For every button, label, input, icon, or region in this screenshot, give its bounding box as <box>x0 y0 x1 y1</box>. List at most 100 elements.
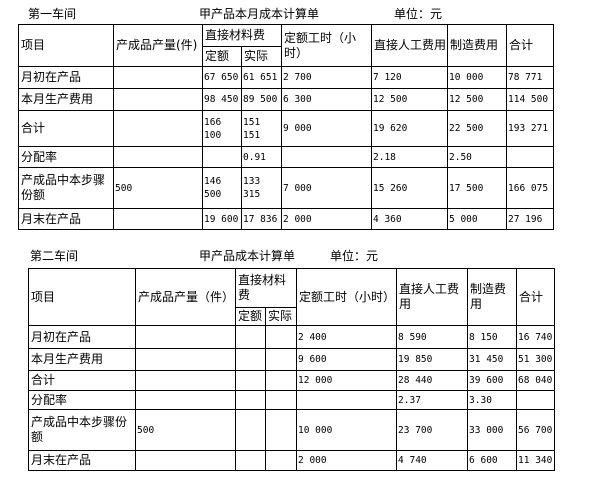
cell-total: 166 075 <box>506 167 554 209</box>
cell-output: 500 <box>113 167 203 209</box>
cell-manufacturing: 12 500 <box>447 88 507 111</box>
row-current-month-costs: 本月生产费用 98 450 89 500 6 300 12 500 12 500… <box>18 88 554 111</box>
cell-item: 分配率 <box>28 390 136 410</box>
cell-output <box>134 450 237 471</box>
cell-output <box>113 110 203 147</box>
row-beginning-wip: 月初在产品 2 400 8 590 8 150 16 740 <box>28 325 556 349</box>
cell-total: 16 740 <box>516 325 556 349</box>
cell-output <box>113 208 203 230</box>
col-header-output: 产成品产量（件） <box>134 268 237 326</box>
cell-output: 500 <box>134 409 237 451</box>
workshop-label-1: 第一车间 <box>28 7 77 21</box>
cell-material-quota <box>235 450 267 471</box>
cell-direct-labor: 8 590 <box>396 325 469 349</box>
row-total: 合计 166 100 151 151 9 000 19 620 22 500 1… <box>18 110 554 147</box>
col-header-manufacturing: 制造费用 <box>467 268 518 326</box>
col-header-item: 项目 <box>28 268 136 326</box>
cell-quota-hours: 6 300 <box>281 88 372 111</box>
cell-total <box>516 390 556 410</box>
col-header-quota-hours: 定额工时（小时） <box>281 24 372 67</box>
row-finished-goods-share: 产成品中本步骤份额 500 10 000 23 700 33 000 56 70… <box>28 409 556 451</box>
cell-material-quota: 67 650 <box>202 66 242 89</box>
cell-material-quota <box>235 348 267 371</box>
unit-label-2: 单位：元 <box>330 249 379 263</box>
cell-total: 51 300 <box>516 348 556 371</box>
cell-item: 产成品中本步骤份额 <box>18 167 114 209</box>
col-header-total: 合计 <box>516 268 556 326</box>
row-ending-wip: 月末在产品 2 000 4 740 6 600 11 340 <box>28 450 556 471</box>
cell-direct-labor: 2.18 <box>371 146 448 168</box>
cell-direct-labor: 15 260 <box>371 167 448 209</box>
cell-direct-labor: 28 440 <box>396 370 469 391</box>
cell-item: 本月生产费用 <box>28 348 136 371</box>
cell-material-actual: 89 500 <box>241 88 282 111</box>
cell-material-quota: 146 500 <box>202 167 242 209</box>
cell-material-actual: 133 315 <box>241 167 282 209</box>
cost-table-workshop-2: 项目 产成品产量（件） 直接材料费 定额工时（小时） 直接人工费用 制造费用 合… <box>28 268 556 471</box>
cell-material-actual <box>265 390 298 410</box>
col-header-direct-material: 直接材料费 <box>235 268 298 308</box>
cell-direct-labor: 4 740 <box>396 450 469 471</box>
cell-direct-labor: 23 700 <box>396 409 469 451</box>
cell-material-actual <box>265 409 298 451</box>
cell-material-quota <box>235 390 267 410</box>
cell-output <box>113 66 203 89</box>
cell-quota-hours: 12 000 <box>296 370 398 391</box>
table-title-1: 甲产品本月成本计算单 <box>199 7 320 21</box>
cell-total: 11 340 <box>516 450 556 471</box>
cell-quota-hours: 2 400 <box>296 325 398 349</box>
cell-direct-labor: 2.37 <box>396 390 469 410</box>
cell-manufacturing: 8 150 <box>467 325 518 349</box>
col-header-quota: 定额 <box>235 307 267 326</box>
cell-material-quota <box>235 325 267 349</box>
cell-direct-labor: 19 850 <box>396 348 469 371</box>
cell-manufacturing: 31 450 <box>467 348 518 371</box>
col-header-quota: 定额 <box>202 46 242 67</box>
cell-manufacturing: 5 000 <box>447 208 507 230</box>
row-beginning-wip: 月初在产品 67 650 61 651 2 700 7 120 10 000 7… <box>18 66 554 89</box>
cell-manufacturing: 22 500 <box>447 110 507 147</box>
cell-total: 68 040 <box>516 370 556 391</box>
cell-output <box>113 88 203 111</box>
cell-material-actual <box>265 370 298 391</box>
row-allocation-rate: 分配率 0.91 2.18 2.50 <box>18 146 554 168</box>
cost-table-workshop-1: 项目 产成品产量(件) 直接材料费 定额工时（小时） 直接人工费用 制造费用 合… <box>18 24 554 230</box>
cell-manufacturing: 3.30 <box>467 390 518 410</box>
cell-output <box>134 325 237 349</box>
cell-manufacturing: 10 000 <box>447 66 507 89</box>
cell-item: 月末在产品 <box>28 450 136 471</box>
cell-material-actual: 61 651 <box>241 66 282 89</box>
cell-quota-hours: 10 000 <box>296 409 398 451</box>
cell-output <box>134 370 237 391</box>
unit-label-1: 单位：元 <box>394 7 443 21</box>
cell-material-actual <box>265 348 298 371</box>
cell-quota-hours: 9 600 <box>296 348 398 371</box>
cell-quota-hours: 2 000 <box>296 450 398 471</box>
cell-item: 产成品中本步骤份额 <box>28 409 136 451</box>
cell-quota-hours <box>281 146 372 168</box>
col-header-direct-labor: 直接人工费用 <box>371 24 448 67</box>
cell-output <box>113 146 203 168</box>
cell-item: 合计 <box>28 370 136 391</box>
col-header-actual: 实际 <box>241 46 282 67</box>
cell-output <box>134 390 237 410</box>
row-current-month-costs: 本月生产费用 9 600 19 850 31 450 51 300 <box>28 348 556 371</box>
col-header-total: 合计 <box>506 24 554 67</box>
header-row: 项目 产成品产量(件) 直接材料费 定额工时（小时） 直接人工费用 制造费用 合… <box>18 24 554 67</box>
cell-material-quota: 98 450 <box>202 88 242 111</box>
col-header-output: 产成品产量(件) <box>113 24 203 67</box>
workshop-label-2: 第二车间 <box>30 249 79 263</box>
cell-item: 本月生产费用 <box>18 88 114 111</box>
cell-total: 56 700 <box>516 409 556 451</box>
cell-total <box>506 146 554 168</box>
row-total: 合计 12 000 28 440 39 600 68 040 <box>28 370 556 391</box>
cell-manufacturing: 39 600 <box>467 370 518 391</box>
col-header-item: 项目 <box>18 24 114 67</box>
cell-item: 月末在产品 <box>18 208 114 230</box>
cell-item: 月初在产品 <box>18 66 114 89</box>
cell-total: 193 271 <box>506 110 554 147</box>
cell-manufacturing: 6 600 <box>467 450 518 471</box>
row-allocation-rate: 分配率 2.37 3.30 <box>28 390 556 410</box>
cell-direct-labor: 4 360 <box>371 208 448 230</box>
cell-material-actual: 151 151 <box>241 110 282 147</box>
